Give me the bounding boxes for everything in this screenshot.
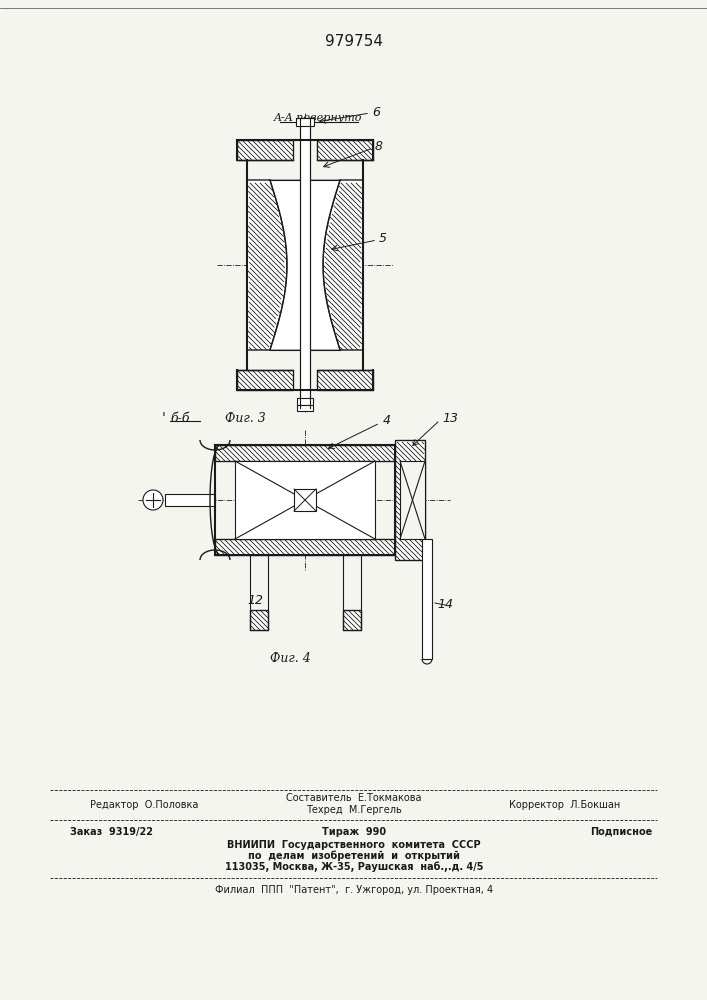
Polygon shape bbox=[270, 180, 340, 350]
Bar bbox=[296, 118, 314, 126]
Text: 6: 6 bbox=[372, 105, 380, 118]
Text: 14: 14 bbox=[437, 598, 453, 611]
Circle shape bbox=[143, 490, 163, 510]
Polygon shape bbox=[237, 140, 293, 160]
Text: по  делам  изобретений  и  открытий: по делам изобретений и открытий bbox=[248, 851, 460, 861]
Polygon shape bbox=[237, 370, 293, 390]
Text: 113035, Москва, Ж-35, Раушская  наб.,.д. 4/5: 113035, Москва, Ж-35, Раушская наб.,.д. … bbox=[225, 862, 484, 872]
Text: Заказ  9319/22: Заказ 9319/22 bbox=[70, 827, 153, 837]
Polygon shape bbox=[215, 445, 395, 461]
Text: 8: 8 bbox=[375, 140, 383, 153]
Text: Корректор  Л.Бокшан: Корректор Л.Бокшан bbox=[509, 800, 620, 810]
Bar bbox=[297, 405, 313, 411]
Polygon shape bbox=[247, 180, 287, 350]
Text: Филиал  ППП  "Патент",  г. Ужгород, ул. Проектная, 4: Филиал ППП "Патент", г. Ужгород, ул. Про… bbox=[215, 885, 493, 895]
Text: ВНИИПИ  Государственного  комитета  СССР: ВНИИПИ Государственного комитета СССР bbox=[227, 840, 481, 850]
Text: 5: 5 bbox=[379, 232, 387, 245]
Text: Фиг. 3: Фиг. 3 bbox=[225, 412, 266, 424]
Polygon shape bbox=[215, 539, 395, 555]
Bar bbox=[297, 398, 313, 405]
Polygon shape bbox=[395, 440, 425, 560]
Text: Тираж  990: Тираж 990 bbox=[322, 827, 386, 837]
Text: б-б: б-б bbox=[170, 412, 189, 424]
Text: 979754: 979754 bbox=[325, 34, 383, 49]
Polygon shape bbox=[323, 180, 363, 350]
Text: ': ' bbox=[162, 411, 166, 425]
Text: Составитель  Е.Токмакова: Составитель Е.Токмакова bbox=[286, 793, 422, 803]
Text: Редактор  О.Половка: Редактор О.Половка bbox=[90, 800, 199, 810]
Bar bbox=[422, 539, 432, 659]
Bar bbox=[300, 118, 310, 408]
Polygon shape bbox=[343, 610, 361, 630]
Bar bbox=[294, 489, 316, 511]
Polygon shape bbox=[317, 370, 373, 390]
Text: Фиг. 4: Фиг. 4 bbox=[269, 652, 310, 664]
Text: 13: 13 bbox=[442, 412, 458, 424]
Text: A-A повернуто: A-A повернуто bbox=[274, 113, 362, 123]
Text: 12: 12 bbox=[247, 593, 263, 606]
Text: Подписное: Подписное bbox=[590, 827, 653, 837]
Bar bbox=[400, 461, 425, 539]
Bar bbox=[235, 461, 375, 539]
Text: 4: 4 bbox=[383, 414, 391, 428]
Bar bbox=[165, 494, 215, 506]
Polygon shape bbox=[317, 140, 373, 160]
Text: Техред  М.Гергель: Техред М.Гергель bbox=[306, 805, 402, 815]
Polygon shape bbox=[250, 610, 268, 630]
